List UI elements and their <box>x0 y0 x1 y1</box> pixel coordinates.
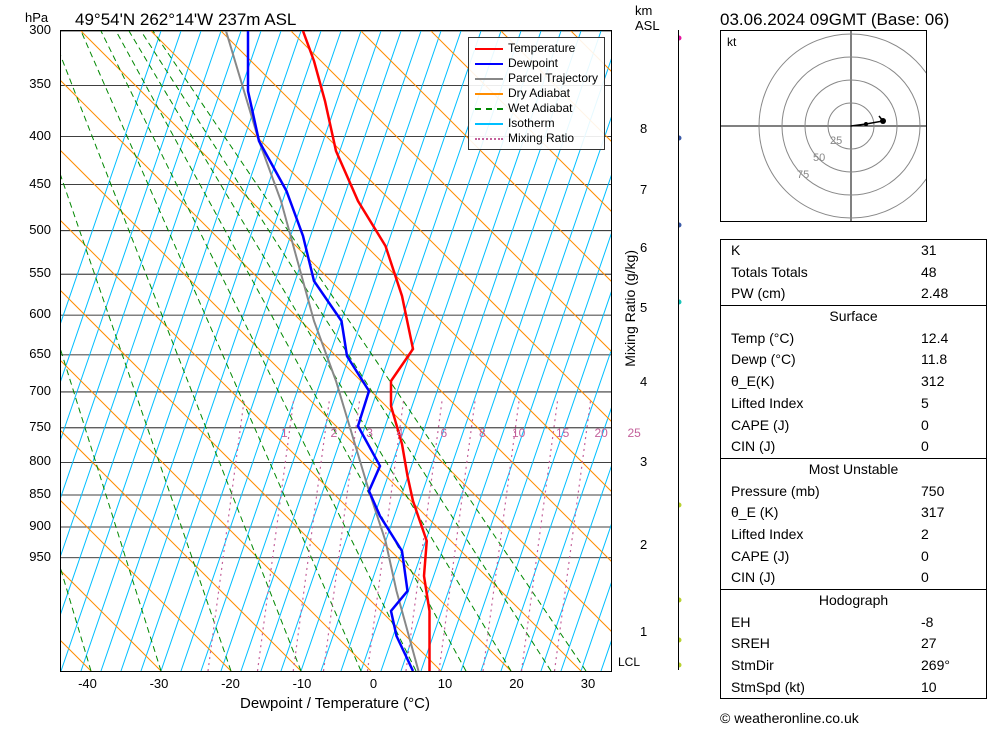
index-row: Lifted Index5 <box>721 393 986 415</box>
title-datetime: 03.06.2024 09GMT (Base: 06) <box>720 10 949 30</box>
pressure-tick: 500 <box>29 222 51 237</box>
index-row: CIN (J)0 <box>721 567 986 589</box>
pressure-tick: 800 <box>29 453 51 468</box>
mixratio-tick: 25 <box>628 426 641 440</box>
altitude-tick: 7 <box>640 182 647 197</box>
pressure-tick: 950 <box>29 549 51 564</box>
xaxis-label: Dewpoint / Temperature (°C) <box>60 695 610 712</box>
title-location: 49°54'N 262°14'W 237m ASL <box>75 10 296 30</box>
pressure-ticks: 3003504004505005506006507007508008509009… <box>10 30 55 670</box>
legend-item: Mixing Ratio <box>475 131 598 146</box>
pressure-tick: 450 <box>29 176 51 191</box>
temp-tick: -10 <box>293 676 312 691</box>
index-row: CIN (J)0 <box>721 436 986 458</box>
index-row: θ_E(K)312 <box>721 371 986 393</box>
mostunstable-header: Most Unstable <box>721 458 986 481</box>
altitude-tick: 8 <box>640 121 647 136</box>
legend-item: Dry Adiabat <box>475 86 598 101</box>
hodograph: 25 50 75 <box>720 30 927 222</box>
pressure-tick: 600 <box>29 306 51 321</box>
pressure-tick: 550 <box>29 265 51 280</box>
temp-tick: 20 <box>509 676 523 691</box>
km-label: km <box>635 3 652 18</box>
legend-box: TemperatureDewpointParcel TrajectoryDry … <box>468 37 605 150</box>
skewt-diagram: TemperatureDewpointParcel TrajectoryDry … <box>60 30 612 672</box>
mixratio-label: Mixing Ratio (g/kg) <box>622 250 638 367</box>
indices-table: K31Totals Totals48PW (cm)2.48SurfaceTemp… <box>720 239 987 699</box>
index-row: Totals Totals48 <box>721 262 986 284</box>
index-row: StmSpd (kt)10 <box>721 677 986 699</box>
index-row: Dewp (°C)11.8 <box>721 349 986 371</box>
svg-text:50: 50 <box>813 152 825 164</box>
wind-barbs <box>678 30 709 670</box>
temperature-ticks: -40 -30 -20 -10 0 10 20 30 <box>60 676 610 696</box>
altitude-tick: 3 <box>640 454 647 469</box>
altitude-tick: 5 <box>640 300 647 315</box>
index-row: StmDir269° <box>721 655 986 677</box>
index-row: θ_E (K)317 <box>721 502 986 524</box>
altitude-tick: 6 <box>640 240 647 255</box>
temp-tick: 30 <box>581 676 595 691</box>
index-row: Temp (°C)12.4 <box>721 328 986 350</box>
copyright: © weatheronline.co.uk <box>720 710 859 726</box>
pressure-tick: 650 <box>29 346 51 361</box>
temp-tick: -20 <box>221 676 240 691</box>
pressure-tick: 750 <box>29 419 51 434</box>
temp-tick: 10 <box>438 676 452 691</box>
temp-tick: -30 <box>150 676 169 691</box>
lcl-label: LCL <box>618 655 640 669</box>
temp-tick: 0 <box>370 676 377 691</box>
legend-item: Isotherm <box>475 116 598 131</box>
pressure-tick: 300 <box>29 22 51 37</box>
index-row: K31 <box>721 240 986 262</box>
legend-item: Parcel Trajectory <box>475 71 598 86</box>
temp-tick: -40 <box>78 676 97 691</box>
index-row: CAPE (J)0 <box>721 415 986 437</box>
hodograph-kt: kt <box>727 35 736 49</box>
pressure-tick: 900 <box>29 518 51 533</box>
index-row: PW (cm)2.48 <box>721 283 986 305</box>
index-row: Lifted Index2 <box>721 524 986 546</box>
index-row: SREH27 <box>721 633 986 655</box>
svg-text:75: 75 <box>797 169 809 181</box>
index-row: Pressure (mb)750 <box>721 481 986 503</box>
altitude-tick: 4 <box>640 374 647 389</box>
altitude-tick: 2 <box>640 537 647 552</box>
svg-text:25: 25 <box>830 135 842 147</box>
pressure-tick: 700 <box>29 383 51 398</box>
legend-item: Dewpoint <box>475 56 598 71</box>
pressure-tick: 400 <box>29 128 51 143</box>
legend-item: Temperature <box>475 41 598 56</box>
hodograph-header: Hodograph <box>721 589 986 612</box>
surface-header: Surface <box>721 305 986 328</box>
legend-item: Wet Adiabat <box>475 101 598 116</box>
altitude-tick: 1 <box>640 624 647 639</box>
index-row: CAPE (J)0 <box>721 546 986 568</box>
pressure-tick: 850 <box>29 486 51 501</box>
pressure-tick: 350 <box>29 76 51 91</box>
index-row: EH-8 <box>721 612 986 634</box>
